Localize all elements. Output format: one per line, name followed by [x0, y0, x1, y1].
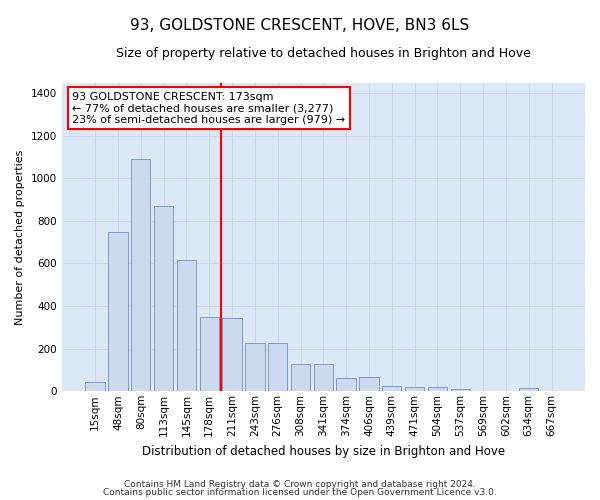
- Bar: [359, 378, 379, 392]
- Bar: [291, 364, 310, 392]
- Text: Contains HM Land Registry data © Crown copyright and database right 2024.: Contains HM Land Registry data © Crown c…: [124, 480, 476, 489]
- Text: Contains public sector information licensed under the Open Government Licence v3: Contains public sector information licen…: [103, 488, 497, 497]
- Bar: [314, 364, 333, 392]
- Bar: [245, 344, 265, 392]
- Bar: [405, 386, 424, 392]
- Bar: [382, 386, 401, 392]
- Bar: [200, 316, 219, 392]
- Bar: [428, 387, 447, 392]
- X-axis label: Distribution of detached houses by size in Brighton and Hove: Distribution of detached houses by size …: [142, 444, 505, 458]
- Bar: [268, 344, 287, 392]
- Text: 93, GOLDSTONE CRESCENT, HOVE, BN3 6LS: 93, GOLDSTONE CRESCENT, HOVE, BN3 6LS: [130, 18, 470, 32]
- Bar: [519, 388, 538, 392]
- Bar: [451, 388, 470, 392]
- Bar: [85, 382, 105, 392]
- Bar: [108, 232, 128, 392]
- Title: Size of property relative to detached houses in Brighton and Hove: Size of property relative to detached ho…: [116, 48, 531, 60]
- Bar: [177, 260, 196, 392]
- Bar: [131, 159, 151, 392]
- Text: 93 GOLDSTONE CRESCENT: 173sqm
← 77% of detached houses are smaller (3,277)
23% o: 93 GOLDSTONE CRESCENT: 173sqm ← 77% of d…: [72, 92, 345, 125]
- Bar: [154, 206, 173, 392]
- Y-axis label: Number of detached properties: Number of detached properties: [15, 149, 25, 324]
- Bar: [337, 378, 356, 392]
- Bar: [223, 318, 242, 392]
